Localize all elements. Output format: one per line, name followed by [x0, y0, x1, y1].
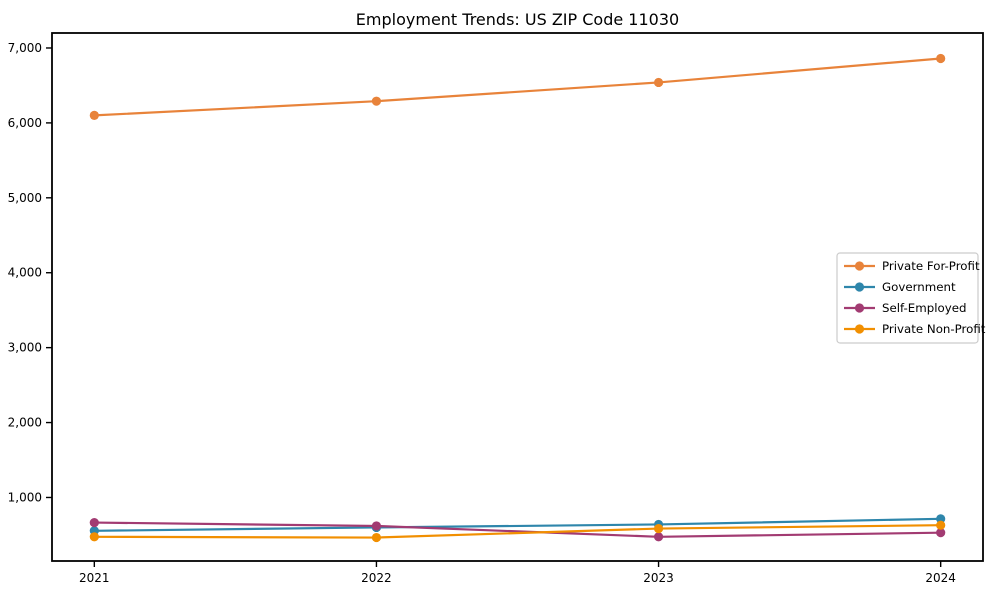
x-axis-tick-label: 2024 [925, 571, 956, 585]
y-axis-tick-label: 1,000 [8, 490, 42, 504]
chart-title: Employment Trends: US ZIP Code 11030 [356, 10, 679, 29]
legend-marker [854, 261, 865, 271]
series-line-self-employed [94, 521, 941, 538]
x-axis-tick-label: 2022 [361, 571, 392, 585]
data-point-private-for-profit [936, 53, 946, 64]
y-axis-tick-label: 3,000 [8, 341, 42, 355]
data-point-self-employed [89, 517, 99, 528]
data-point-private-non-profit [653, 523, 664, 534]
plot-border [51, 32, 984, 562]
legend-label: Private For-Profit [882, 259, 980, 273]
x-axis-tick-label: 2021 [79, 571, 110, 585]
data-point-self-employed [653, 532, 664, 542]
series-line-government [94, 517, 941, 532]
y-axis-tick-label: 7,000 [8, 41, 42, 55]
data-point-self-employed [371, 521, 382, 531]
data-point-private-non-profit [89, 532, 99, 542]
series-line-private-non-profit [94, 524, 941, 539]
data-point-self-employed [936, 528, 946, 538]
y-axis-tick-label: 2,000 [8, 416, 42, 430]
data-point-private-non-profit [371, 532, 382, 543]
legend-box [836, 252, 979, 344]
y-axis-tick-label: 5,000 [8, 191, 42, 205]
data-point-private-for-profit [89, 110, 99, 121]
legend-marker [854, 303, 865, 313]
legend-label: Self-Employed [882, 301, 966, 315]
data-point-government [936, 514, 946, 524]
y-axis-tick-label: 4,000 [8, 266, 42, 280]
data-point-private-for-profit [653, 77, 664, 88]
data-point-private-non-profit [936, 520, 946, 530]
data-point-private-for-profit [371, 96, 382, 106]
legend-marker [854, 324, 865, 334]
legend-label: Private Non-Profit [882, 322, 986, 336]
x-axis-tick-label: 2023 [643, 571, 674, 585]
y-axis-tick-label: 6,000 [8, 116, 42, 130]
legend-marker [854, 282, 865, 292]
legend-label: Government [882, 280, 956, 294]
series-line-private-for-profit [94, 57, 941, 117]
